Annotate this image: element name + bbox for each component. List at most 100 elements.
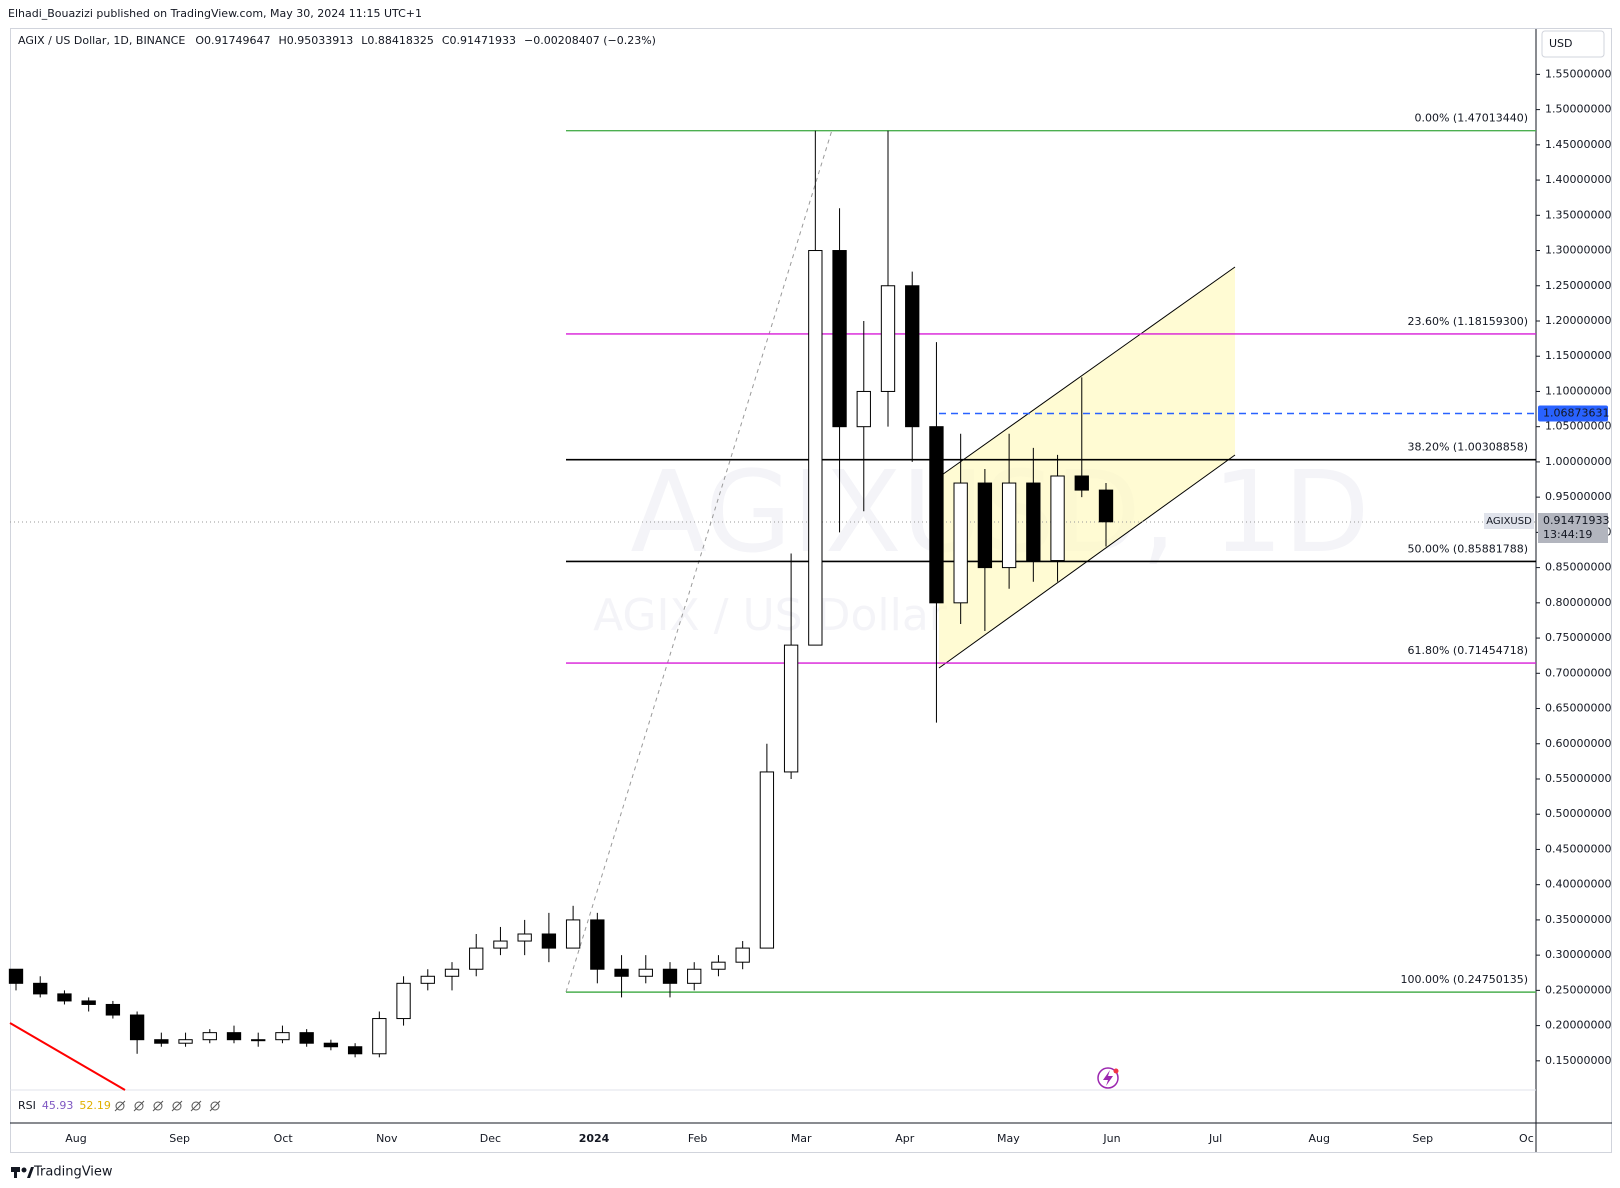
candle-body: [178, 1039, 193, 1044]
x-tick-label: Jul: [1208, 1132, 1222, 1145]
legend: AGIX / US Dollar, 1D, BINANCE O0.91749647…: [18, 34, 656, 47]
visibility-icon-slash: [171, 1100, 183, 1112]
candle-body: [129, 1014, 145, 1041]
y-tick-label: 0.45000000: [1545, 842, 1611, 855]
candle-body: [347, 1046, 363, 1055]
candle-body: [33, 982, 48, 995]
y-tick-label: 0.35000000: [1545, 913, 1611, 926]
candle-body: [832, 250, 847, 428]
candle-body: [1026, 482, 1041, 562]
visibility-icon: [115, 1101, 125, 1111]
candle-body: [226, 1032, 242, 1041]
candle-body: [57, 993, 72, 1002]
alert-label: 1.06873631: [1543, 406, 1609, 419]
candle-body: [735, 947, 750, 963]
y-tick-label: 0.70000000: [1545, 666, 1611, 679]
candle-body: [614, 968, 629, 977]
legend-key: O: [195, 34, 204, 47]
x-tick-label: Oct: [274, 1132, 294, 1145]
rsi-name: RSI: [18, 1099, 36, 1112]
y-tick-label: 0.60000000: [1545, 737, 1611, 750]
legend-value: 0.91471933: [450, 34, 516, 47]
candle-body: [469, 947, 484, 970]
visibility-icon: [191, 1101, 201, 1111]
candle-body: [1074, 475, 1089, 491]
candle-body: [493, 940, 508, 949]
candle-body: [299, 1032, 314, 1044]
candle-body: [396, 982, 411, 1020]
legend-key: H: [278, 34, 286, 47]
candle-body: [638, 968, 653, 977]
rsi-value: 52.19: [79, 1099, 111, 1112]
candle-body: [323, 1042, 339, 1048]
candle-body: [977, 482, 993, 569]
fib-label: 100.00% (0.24750135): [1400, 973, 1528, 986]
y-tick-label: 1.55000000: [1545, 67, 1611, 80]
candle-body: [711, 961, 726, 970]
candle-body: [1098, 489, 1114, 523]
candle-body: [154, 1039, 169, 1044]
candle-body: [590, 919, 605, 970]
y-tick-label: 1.05000000: [1545, 420, 1611, 433]
rsi-legend: RSI 45.93 52.19: [18, 1099, 111, 1112]
y-tick-label: 0.55000000: [1545, 772, 1611, 785]
x-tick-label: Apr: [895, 1132, 915, 1145]
fib-label: 50.00% (0.85881788): [1407, 542, 1528, 555]
visibility-icon-slash: [114, 1100, 126, 1112]
visibility-icon-slash: [209, 1100, 221, 1112]
x-tick-label: Nov: [376, 1132, 398, 1145]
red-trend-line: [9, 1022, 126, 1091]
last-price-label: 0.91471933: [1543, 514, 1609, 527]
rsi-value: 45.93: [42, 1099, 74, 1112]
currency-box: [1541, 30, 1605, 58]
symbol: AGIX / US Dollar, 1D, BINANCE: [18, 34, 185, 47]
candle-body: [517, 933, 532, 942]
candle-body: [275, 1032, 290, 1041]
chart-frame: [10, 28, 1612, 1153]
candle-body: [372, 1018, 387, 1055]
y-tick-label: 0.15000000: [1545, 1054, 1611, 1067]
visibility-icon-slash: [133, 1100, 145, 1112]
candle-body: [953, 482, 968, 604]
x-tick-label: Dec: [480, 1132, 501, 1145]
candle-body: [662, 968, 678, 984]
y-tick-label: 1.20000000: [1545, 314, 1611, 327]
visibility-icon: [134, 1101, 144, 1111]
candle-body: [444, 968, 460, 977]
x-tick-label: Sep: [1412, 1132, 1433, 1145]
countdown: 13:44:19: [1543, 528, 1592, 541]
footer-brand: TradingView: [33, 1165, 113, 1180]
candle-body: [541, 933, 557, 949]
alert-badge: [1538, 405, 1608, 422]
y-tick-label: 1.40000000: [1545, 173, 1611, 186]
y-tick-label: 1.30000000: [1545, 244, 1611, 257]
visibility-icon: [153, 1101, 163, 1111]
y-tick-label: 0.80000000: [1545, 596, 1611, 609]
y-tick-label: 1.10000000: [1545, 384, 1611, 397]
y-tick-label: 1.15000000: [1545, 349, 1611, 362]
visibility-icon-slash: [152, 1100, 164, 1112]
y-tick-label: 0.30000000: [1545, 948, 1611, 961]
candle-body: [202, 1032, 217, 1041]
legend-value: 0.95033913: [287, 34, 353, 47]
candle-body: [929, 426, 944, 604]
candle-body: [1050, 475, 1065, 562]
y-tick-label: 1.25000000: [1545, 279, 1611, 292]
candle-body: [1001, 482, 1017, 569]
y-tick-label: 0.50000000: [1545, 807, 1611, 820]
currency: USD: [1549, 37, 1573, 50]
x-tick-label: Aug: [1308, 1132, 1329, 1145]
legend-change: −0.00208407 (−0.23%): [524, 34, 656, 47]
y-tick-label: 1.45000000: [1545, 138, 1611, 151]
y-tick-label: 0.40000000: [1545, 878, 1611, 891]
visibility-icon-slash: [190, 1100, 202, 1112]
x-tick-label: Jun: [1102, 1132, 1120, 1145]
symbol-tag: AGIXUSD: [1486, 516, 1532, 527]
candle-body: [905, 285, 920, 428]
legend-key: L: [361, 34, 368, 47]
y-tick-label: 0.65000000: [1545, 702, 1611, 715]
channel-upper: [938, 266, 1236, 478]
candle-body: [420, 975, 435, 984]
candle-body: [687, 968, 702, 984]
